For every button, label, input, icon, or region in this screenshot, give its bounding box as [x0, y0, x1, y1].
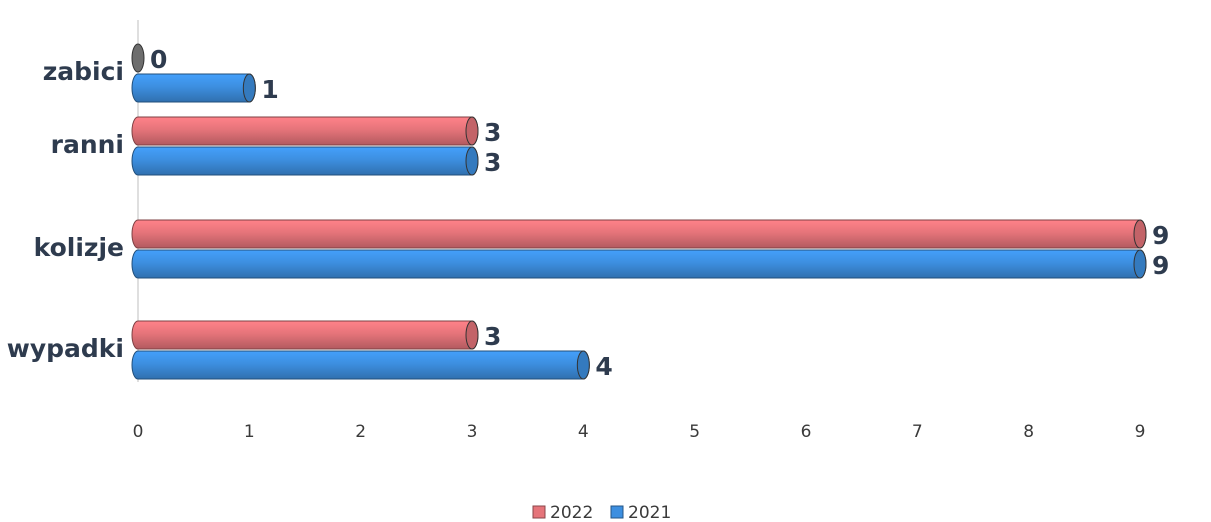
legend-item-2021: 2021 [610, 503, 671, 522]
bar-2022-ranni [131, 116, 479, 146]
data-label-2022-zabici: 0 [150, 45, 167, 74]
bar-2021-wypadki [131, 350, 590, 380]
data-label-2021-wypadki: 4 [595, 352, 612, 381]
data-label-2022-ranni: 3 [484, 118, 501, 147]
data-label-2021-ranni: 3 [484, 148, 501, 177]
x-tick-label: 4 [578, 422, 589, 442]
category-label-kolizje: kolizje [34, 233, 124, 262]
legend-label: 2021 [628, 503, 671, 522]
x-tick-label: 5 [689, 422, 700, 442]
legend-swatch [532, 505, 546, 519]
bars [131, 43, 1147, 380]
x-tick-label: 9 [1135, 422, 1146, 442]
x-tick-label: 1 [244, 422, 255, 442]
bar-2022-kolizje [131, 219, 1147, 249]
data-label-2021-kolizje: 9 [1152, 251, 1169, 280]
legend: 2022 2021 [532, 503, 671, 522]
legend-swatch [610, 505, 624, 519]
data-label-2021-zabici: 1 [261, 75, 278, 104]
bar-2021-ranni [131, 146, 479, 176]
data-label-2022-wypadki: 3 [484, 322, 501, 351]
bar-2021-kolizje [131, 249, 1147, 279]
x-tick-label: 3 [467, 422, 478, 442]
x-tick-label: 2 [355, 422, 366, 442]
x-axis-ticks: 0 1 2 3 4 5 6 7 8 9 [133, 422, 1146, 442]
legend-item-2022: 2022 [532, 503, 593, 522]
x-tick-label: 8 [1023, 422, 1034, 442]
bar-2022-zabici [131, 43, 145, 73]
x-tick-label: 7 [912, 422, 923, 442]
legend-label: 2022 [550, 503, 593, 522]
category-label-ranni: ranni [51, 130, 124, 159]
category-label-wypadki: wypadki [7, 334, 124, 363]
bar-2021-zabici [131, 73, 256, 103]
data-label-2022-kolizje: 9 [1152, 221, 1169, 250]
category-labels: zabici ranni kolizje wypadki [7, 57, 124, 363]
category-label-zabici: zabici [43, 57, 124, 86]
x-tick-label: 0 [133, 422, 144, 442]
bar-2022-wypadki [131, 320, 479, 350]
x-tick-label: 6 [801, 422, 812, 442]
